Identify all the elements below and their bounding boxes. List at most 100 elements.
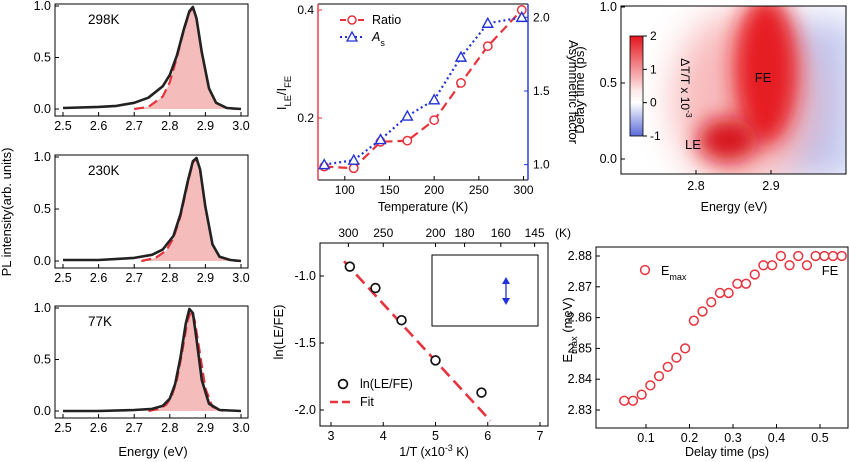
heatmap-xtick-label: 2.9 [762,179,779,193]
arrhenius-top-tick-label: 180 [455,226,475,240]
arrhenius-ytick-label: -1.0 [294,269,316,283]
emax-legend-label: Emax [661,264,687,282]
heatmap-xtick-label: 2.8 [687,179,704,193]
ratio-marker [429,115,440,126]
heatmap-fe-region [734,6,798,145]
pl_230-frame [54,154,249,269]
inset-arrow-down [502,298,510,305]
ratio-legend-marker [347,15,357,25]
pl_230-temp-label: 230K [88,163,120,178]
ratio-xtick-label: 150 [379,183,399,197]
heatmap-frame [620,5,847,175]
arrhenius-legend-label-data: ln(LE/FE) [360,377,413,391]
inset-arrow-up [502,277,510,284]
asym-marker [401,109,414,121]
colorbar-tick-label: -1 [650,129,661,143]
arrhenius-top-tick-label: 160 [491,226,511,240]
heatmap-ytick-label: 0.0 [600,152,617,166]
ratio-marker [456,77,466,88]
pl-ylabel: PL intensity(arb. units) [0,148,14,277]
asym-marker [454,50,468,62]
heatmap-fe-label: FE [755,70,772,85]
arrhenius-ytick-label: -1.5 [294,336,316,350]
pl_298-fit-area [134,8,238,110]
pl_230-xtick-label: 2.8 [161,271,178,285]
emax-ytick-label: 2.88 [568,249,592,263]
arrhenius-xtick-label: 3 [328,429,335,443]
pl_230-data-line [63,156,242,263]
pl_77-xtick-label: 2.5 [54,421,71,435]
arrhenius-marker [370,282,381,294]
ratio-ytick-left-label: 0.4 [297,3,314,17]
pl_230-xtick-label: 2.7 [126,271,143,285]
heatmap-le-label: LE [685,137,701,152]
emax-frame [595,246,849,429]
heatmap-image [621,6,846,174]
emax-marker [627,395,639,406]
emax-marker [819,250,830,262]
arrhenius-marker [344,261,356,272]
ratio-xlabel: Temperature (K) [378,200,468,214]
colorbar-tick-label: 2 [650,29,657,43]
emax-marker [801,260,813,271]
emax-xtick-label: 0.4 [768,431,785,445]
emax-legend-marker [639,264,651,276]
pl_230-fit-area [141,159,238,261]
arrhenius-xlabel: 1/T (x10-3 K) [399,443,469,459]
heatmap-le-region [698,118,758,162]
heatmap-ytick-label: 0.5 [600,76,617,90]
emax-marker [645,380,656,391]
emax-xtick-label: 0.1 [637,431,654,445]
emax-fe-label: FE [822,263,839,278]
pl_298-xtick-label: 2.7 [126,119,143,133]
pl_77-xtick-label: 2.9 [197,421,214,435]
pl_298-xtick-label: 2.6 [90,119,107,133]
ratio-marker [348,163,359,174]
ratio-line [324,9,523,170]
pl_77-ytick-label: 0.0 [34,404,51,418]
emax-marker [767,260,778,271]
arrhenius-frame [319,242,549,427]
emax-marker [810,250,821,262]
pl_77-temp-label: 77K [88,314,112,329]
arrhenius-marker [476,387,487,398]
emax-marker [793,250,804,262]
heatmap-xlabel: Energy (eV) [701,200,768,214]
ratio-xtick-label: 250 [469,183,489,197]
pl_77-data-line [63,307,242,413]
pl_77-xtick-label: 3.0 [232,421,249,435]
asym-marker [374,133,387,145]
pl_298-xtick-label: 3.0 [232,119,249,133]
emax-xtick-label: 0.3 [724,431,741,445]
emax-marker [671,352,682,363]
emax-ytick-label: 2.86 [568,311,592,325]
pl_77-xtick-label: 2.7 [126,421,143,435]
asym-legend-label: As [371,30,385,48]
emax-marker [827,250,839,262]
arrhenius-xtick-label: 4 [380,429,387,443]
colorbar [629,35,644,137]
ratio-legend-label: Ratio [372,13,401,27]
emax-marker [636,389,647,400]
emax-marker [732,278,743,289]
asym-legend-marker [345,30,359,42]
pl_230-ytick-label: 1.0 [34,150,51,164]
pl_230-xtick-label: 2.9 [197,271,214,285]
arrhenius-ytick-label: -2.0 [294,403,316,417]
emax-ytick-label: 2.83 [568,403,592,417]
pl_230-ytick-label: 0.5 [34,202,51,216]
pl_298-ytick-label: 1.0 [34,0,51,13]
arrhenius-top-unit: (K) [555,226,571,240]
emax-marker [775,250,786,262]
asym-marker [318,158,331,170]
emax-ytick-label: 2.84 [568,372,592,386]
arrhenius-legend-marker [337,378,349,390]
emax-xlabel: Delay time (ps) [685,445,769,459]
ratio-xtick-label: 300 [514,183,534,197]
pl_298-data-line [62,5,242,111]
asym-marker [427,93,441,105]
arrhenius-xtick-label: 6 [484,429,491,443]
colorbar-label: ΔT/T x 10-3 [678,58,694,118]
emax-marker [836,250,847,262]
emax-marker [723,287,734,299]
